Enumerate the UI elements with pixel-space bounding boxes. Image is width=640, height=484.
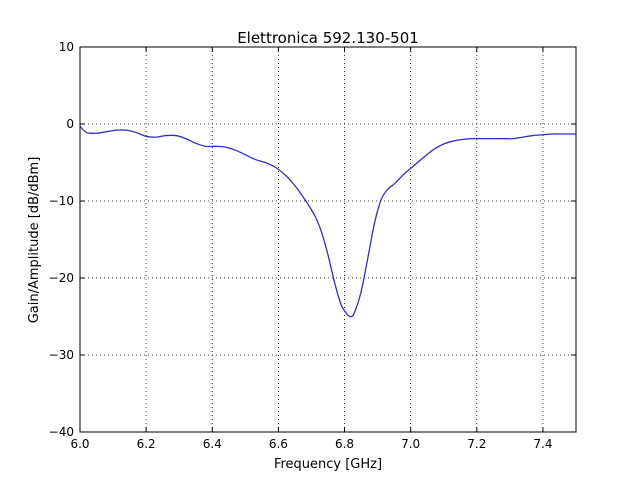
- chart-title: Elettronica 592.130-501: [237, 29, 419, 47]
- plot-frame: [79, 46, 577, 433]
- x-tick-label: 7.2: [467, 437, 486, 451]
- x-tick-label: 6.0: [70, 437, 89, 451]
- y-tick-label: 0: [66, 117, 74, 131]
- x-tick-label: 6.8: [335, 437, 354, 451]
- grid-lines: [79, 46, 576, 433]
- x-tick-label: 7.0: [401, 437, 420, 451]
- x-tick-label: 7.4: [533, 437, 552, 451]
- series-layer: [79, 125, 576, 318]
- y-tick-label: −30: [49, 348, 74, 362]
- y-tick-label: 10: [59, 40, 74, 54]
- x-tick-label: 6.2: [137, 437, 156, 451]
- y-tick-label: −40: [49, 425, 74, 439]
- y-tick-label: −20: [49, 271, 74, 285]
- y-axis-label: Gain/Amplitude [dB/dBm]: [27, 157, 42, 324]
- y-tick-label: −10: [49, 194, 74, 208]
- x-axis-label: Frequency [GHz]: [274, 457, 382, 472]
- x-tick-label: 6.6: [269, 437, 288, 451]
- axis-ticks: 6.0 6.2 6.4 6.6 6.8 7.0 7.2 7.4 10 0 −10 −20 −30 −40: [49, 40, 576, 451]
- series-line: [79, 125, 576, 318]
- x-tick-label: 6.4: [203, 437, 222, 451]
